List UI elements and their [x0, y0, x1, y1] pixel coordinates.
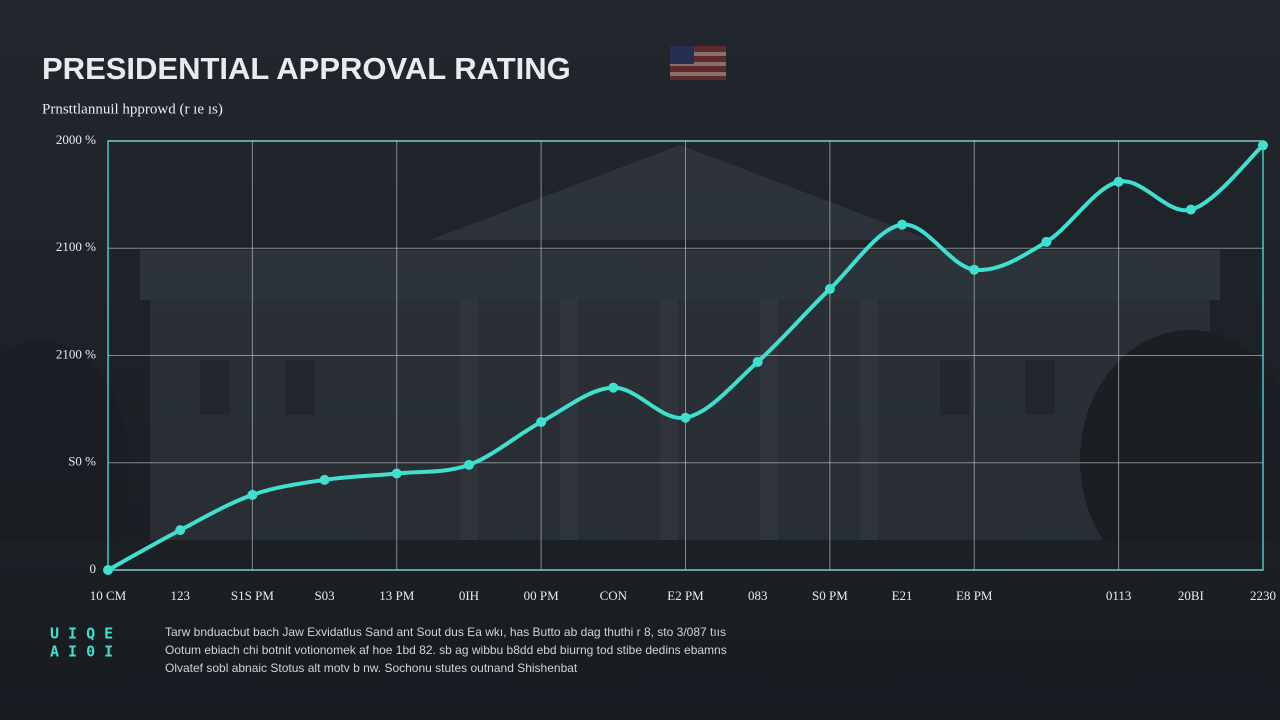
x-tick-label: E2 PM — [667, 588, 704, 603]
x-tick-label: 00 PM — [524, 588, 559, 603]
flag — [670, 46, 726, 80]
chart-subtitle: Prnsttlannuil hpprowd (r ıe ıs) — [42, 101, 223, 117]
y-tick-label: 2000 % — [56, 132, 96, 147]
point — [969, 264, 980, 275]
x-tick-label: S0 PM — [812, 588, 848, 603]
point — [752, 356, 763, 367]
point — [1258, 140, 1268, 151]
x-tick-label: S1S PM — [231, 588, 274, 603]
x-tick-label: S03 — [314, 588, 334, 603]
x-tick-label: CON — [600, 588, 628, 603]
x-tick-label: 0IH — [459, 588, 479, 603]
x-tick-label: 123 — [170, 588, 190, 603]
point — [1041, 236, 1052, 247]
point — [103, 565, 113, 575]
x-tick-label: 083 — [748, 588, 768, 603]
point — [463, 459, 474, 470]
point — [608, 382, 619, 393]
point — [319, 474, 330, 485]
logo-line: U I Q E — [50, 625, 113, 643]
x-tick-label: E8 PM — [956, 588, 993, 603]
footnote: Ootum ebiach chi botnit votionomek af ho… — [165, 643, 727, 657]
x-tick-label: E21 — [892, 588, 913, 603]
x-tick-label: 2230 — [1250, 588, 1276, 603]
point — [680, 412, 691, 423]
footnote: Tarw bnduacbut bach Jaw Exvidatlus Sand … — [165, 625, 726, 639]
point — [391, 468, 402, 479]
x-tick-label: 13 PM — [379, 588, 414, 603]
point — [536, 416, 547, 427]
point — [1185, 204, 1196, 215]
y-tick-label: S0 % — [68, 454, 96, 469]
logo-line: A I 0 I — [50, 643, 113, 661]
building-silhouette — [0, 145, 1280, 600]
point — [824, 284, 835, 295]
point — [175, 525, 186, 536]
x-tick-label: 20BI — [1178, 588, 1204, 603]
footnote: Olvatef sobl abnaic Stotus alt motv b nw… — [165, 661, 578, 675]
y-tick-label: 0 — [90, 561, 97, 576]
x-tick-label: 10 CM — [90, 588, 127, 603]
point — [247, 489, 258, 500]
point — [897, 219, 908, 230]
chart-title: PRESIDENTIAL APPROVAL RATING — [42, 51, 571, 86]
point — [1113, 176, 1124, 187]
x-tick-label: 0113 — [1106, 588, 1132, 603]
y-tick-label: 2100 % — [56, 346, 96, 361]
y-tick-label: 2100 % — [56, 239, 96, 254]
line — [106, 143, 1265, 572]
